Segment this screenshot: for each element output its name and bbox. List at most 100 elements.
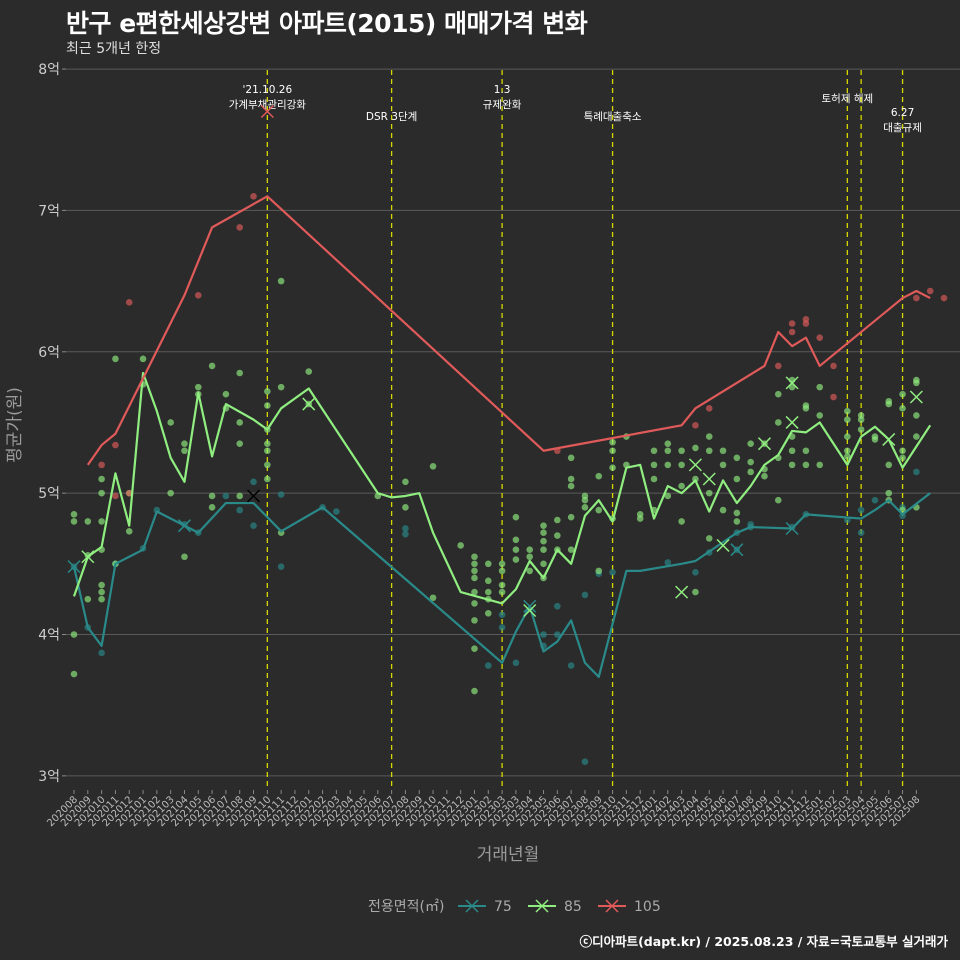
scatter-point-75	[554, 631, 561, 638]
scatter-point-85	[471, 600, 478, 607]
scatter-point-85	[484, 610, 492, 617]
scatter-point-75	[402, 525, 409, 532]
scatter-point-85	[471, 687, 478, 695]
scatter-point-85	[650, 461, 658, 469]
scatter-point-85	[664, 492, 672, 500]
legend-key-x	[605, 899, 619, 913]
x-marker-75	[177, 519, 192, 533]
scatter-point-85	[98, 475, 105, 483]
scatter-point-75	[581, 758, 589, 766]
scatter-point-75	[692, 569, 699, 576]
scatter-point-85	[678, 482, 685, 490]
scatter-point-85	[899, 454, 906, 462]
x-markers	[67, 104, 923, 618]
scatter-point-85	[70, 511, 78, 518]
scatter-point-85	[705, 535, 713, 542]
event-annotation: 대출규제	[883, 122, 922, 134]
scatter-point-85	[664, 447, 672, 455]
scatter-point-85	[581, 496, 589, 504]
scatter-point-85	[788, 461, 796, 469]
legend-label: 85	[564, 899, 582, 915]
x-marker-stroke	[523, 603, 537, 618]
scatter-point-85	[98, 595, 105, 603]
scatter-point-85	[609, 464, 616, 472]
scatter-point-85	[871, 436, 879, 443]
scatter-point-85	[567, 513, 575, 521]
scatter-point-105	[774, 362, 782, 370]
x-marker-85	[302, 397, 316, 411]
scatter-point-105	[125, 299, 133, 306]
scatter-point-85	[913, 433, 920, 440]
scatter-point-85	[540, 522, 547, 529]
x-marker-75	[523, 599, 537, 613]
scatter-point-85	[98, 581, 105, 589]
scatter-point-75	[402, 530, 409, 538]
scatter-point-85	[609, 438, 616, 446]
scatter-point-85	[498, 588, 506, 596]
y-tick-label: 3억	[38, 769, 60, 785]
x-marker-stroke	[730, 543, 744, 557]
legend-key-x	[535, 899, 549, 913]
scatter-point-105	[112, 441, 119, 449]
scatter-point-85	[471, 588, 478, 596]
scatter-point-85	[664, 461, 672, 469]
x-marker-stroke	[785, 521, 799, 536]
event-annotation: 6.27	[891, 107, 914, 119]
x-marker-stroke	[882, 432, 896, 446]
scatter-point-85	[595, 472, 603, 480]
x-marker-75	[730, 543, 744, 557]
scatter-point-85	[540, 560, 547, 568]
scatter-point-85	[512, 513, 520, 521]
scatter-point-75	[250, 522, 257, 529]
scatter-point-85	[802, 405, 810, 412]
scatter-point-105	[98, 461, 105, 469]
scatter-point-85	[471, 560, 478, 568]
scatter-point-85	[277, 277, 285, 285]
scatter-point-85	[264, 402, 271, 409]
x-marker-stroke	[785, 415, 799, 429]
scatter-point-105	[788, 328, 796, 336]
x-marker-75	[785, 521, 799, 536]
chart-title: 반구 e편한세상강변 아파트(2015) 매매가격 변화	[66, 9, 588, 38]
scatter-point-85	[678, 518, 685, 525]
scatter-point-105	[802, 315, 810, 323]
scatter-point-85	[125, 528, 133, 535]
scatter-point-85	[705, 447, 713, 455]
scatter-point-85	[857, 416, 865, 423]
scatter-point-85	[471, 574, 478, 582]
x-marker-85	[702, 472, 716, 486]
scatter-point-85	[899, 405, 906, 412]
event-annotation: '21.10.26	[243, 84, 293, 96]
scatter-point-85	[692, 588, 699, 596]
scatter-point-105	[816, 334, 824, 341]
scatter-point-85	[719, 447, 727, 455]
x-marker-85	[523, 603, 537, 618]
scatter-point-85	[816, 383, 824, 391]
scatter-point-105	[236, 224, 244, 231]
x-marker-stroke	[260, 104, 274, 119]
scatter-point-85	[181, 553, 188, 561]
scatter-point-75	[333, 508, 340, 515]
x-axis-ticks: 2020082020092020102020112020122021012021…	[45, 790, 923, 829]
scatter-points	[70, 192, 948, 766]
scatter-point-75	[250, 478, 257, 486]
x-marker-stroke	[688, 458, 702, 472]
scatter-point-85	[844, 453, 851, 460]
scatter-point-85	[457, 542, 464, 549]
scatter-point-85	[264, 447, 271, 455]
scatter-point-85	[761, 472, 768, 480]
scatter-point-75	[277, 491, 285, 498]
scatter-point-85	[733, 509, 741, 517]
scatter-point-85	[264, 475, 271, 483]
scatter-point-85	[733, 518, 741, 525]
scatter-point-85	[222, 390, 230, 398]
scatter-point-85	[692, 444, 699, 452]
scatter-point-85	[664, 440, 672, 447]
scatter-point-75	[857, 506, 865, 514]
scatter-point-105	[830, 362, 837, 370]
scatter-point-85	[264, 461, 271, 469]
scatter-point-85	[181, 447, 188, 455]
scatter-point-75	[540, 631, 547, 638]
scatter-point-85	[402, 478, 409, 486]
